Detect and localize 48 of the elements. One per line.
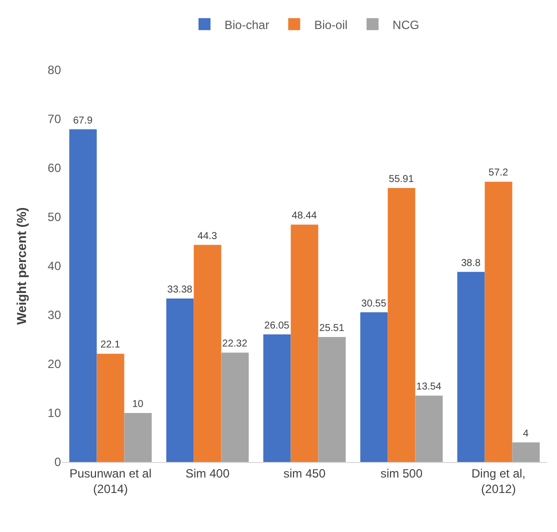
- y-tick-label: 0: [54, 455, 62, 470]
- y-tick-label: 80: [48, 63, 62, 78]
- x-tick-label: Pusunwan et al (2014): [69, 466, 152, 496]
- bar: [457, 272, 485, 462]
- bar: [166, 298, 194, 462]
- bar: [96, 354, 124, 462]
- data-label: 44.3: [198, 230, 218, 242]
- bar: [415, 396, 443, 462]
- y-tick-label: 40: [48, 259, 62, 274]
- data-label: 67.9: [73, 115, 93, 126]
- data-label: 25.51: [319, 323, 345, 334]
- bar: [388, 188, 416, 462]
- data-label: 22.32: [222, 338, 248, 350]
- data-label: 26.05: [264, 320, 290, 332]
- y-tick-label: 50: [48, 210, 62, 224]
- bar: [263, 334, 291, 462]
- y-tick-label: 20: [48, 357, 62, 372]
- legend-label: NCG: [392, 18, 420, 32]
- y-tick-label: 10: [48, 406, 62, 420]
- y-tick-label: 70: [48, 112, 62, 126]
- bar: [318, 337, 346, 462]
- bar: [290, 224, 318, 462]
- data-label: 33.38: [167, 284, 193, 296]
- bar: [69, 129, 97, 462]
- bar: [360, 312, 388, 462]
- data-label: 22.1: [100, 340, 120, 351]
- legend-label: Bio-oil: [314, 18, 348, 32]
- data-label: 13.54: [416, 382, 442, 393]
- y-axis-title: Weight percent (%): [14, 207, 29, 325]
- data-label: 48.44: [292, 210, 318, 222]
- y-tick-label: 30: [48, 308, 62, 322]
- data-label: 57.2: [488, 168, 508, 179]
- data-label: 4: [522, 428, 529, 440]
- x-tick-label: Ding et al, (2012): [471, 466, 526, 496]
- bar: [124, 413, 152, 462]
- x-tick-label: sim 500: [380, 466, 423, 480]
- bar: [512, 442, 540, 462]
- x-tick-label: Sim 400: [185, 466, 230, 480]
- bar: [484, 182, 512, 462]
- data-label: 38.8: [461, 258, 481, 269]
- bar: [221, 352, 249, 462]
- data-label: 10: [132, 399, 144, 410]
- x-tick-label: sim 450: [283, 466, 326, 480]
- bar: [194, 244, 222, 462]
- legend-label: Bio-char: [224, 18, 270, 32]
- y-tick-label: 60: [48, 161, 62, 176]
- data-label: 55.91: [388, 174, 414, 186]
- data-label: 30.55: [361, 298, 387, 310]
